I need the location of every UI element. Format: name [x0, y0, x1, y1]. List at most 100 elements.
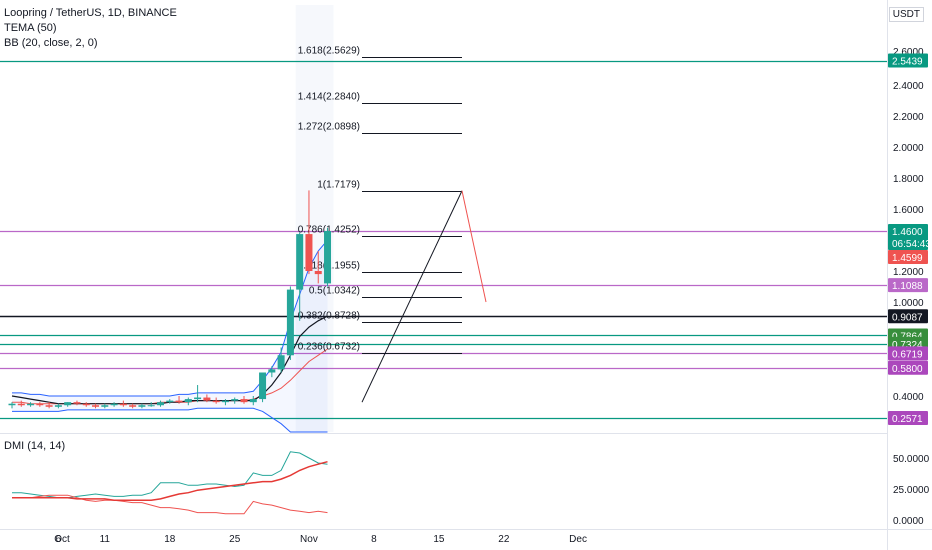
price-tick-label: 2.4000 [893, 81, 924, 92]
last-price-label: 1.4600 [892, 227, 923, 238]
bar-countdown-label: 06:54:43 [892, 239, 931, 250]
time-tick-label: 22 [498, 534, 510, 545]
close-price-tag-bg [888, 250, 928, 264]
candle-body [101, 405, 109, 407]
fib-level-label: 1.414(2.2840) [298, 92, 360, 103]
hline-price-tag-bg [888, 360, 928, 375]
hline-price-tag-bg [888, 309, 928, 324]
fib-level-label: 1(1.7179) [317, 180, 360, 191]
bb-lower-line [12, 407, 328, 433]
candle-body [184, 399, 192, 403]
fib-level-label: 1.618(2.5629) [298, 46, 360, 57]
candle-body [221, 400, 229, 403]
candle-body [119, 403, 127, 406]
time-tick-label: 8 [371, 534, 377, 545]
dmi-tick-label: 50.0000 [893, 454, 930, 465]
candle-body [240, 399, 248, 403]
price-tick-label: 1.2000 [893, 267, 924, 278]
fib-level-label: 0.786(1.4252) [298, 225, 360, 236]
price-tick-label: 2.0000 [893, 143, 924, 154]
candle-body [129, 405, 137, 407]
time-tick-label: 25 [229, 534, 241, 545]
candle-body [27, 403, 35, 406]
fib-level-label: 1.272(2.0898) [298, 122, 360, 133]
fib-level-label: 0.236(0.6732) [298, 342, 360, 353]
time-tick-label: 11 [100, 534, 111, 545]
candle-body [17, 403, 25, 406]
candle-body [36, 403, 44, 406]
candle-body [314, 271, 322, 275]
dmi-tick-label: 25.0000 [893, 485, 930, 496]
candle-body [64, 402, 72, 406]
fib-trend-line [361, 190, 463, 403]
fib-retrace-line [461, 190, 487, 303]
fib-level-label: 0.382(0.8728) [298, 311, 360, 322]
hline-price-tag: 1.1088 [892, 281, 923, 292]
candle-body [138, 405, 146, 407]
candle-body [249, 399, 257, 403]
candle-body [147, 405, 155, 407]
hline-price-tag-bg [888, 411, 928, 425]
candle-body [286, 289, 294, 356]
tema-legend[interactable]: TEMA (50) [4, 22, 57, 34]
hline-price-tag-bg [888, 346, 928, 361]
time-tick-label: Nov [300, 534, 318, 545]
time-tick-label: Oct [54, 534, 70, 545]
price-tick-label: 2.2000 [893, 112, 924, 123]
candle-body [73, 402, 81, 404]
candle-body [54, 405, 62, 407]
candle-body [212, 400, 220, 403]
candles [8, 190, 332, 409]
candle-body [268, 369, 276, 373]
bb-upper-line [12, 239, 328, 397]
price-tick-label: 1.8000 [893, 174, 924, 185]
session-shade [295, 5, 334, 432]
price-axis[interactable]: 2.6000 2.4000 2.2000 2.0000 1.8000 1.6000 1.20… [888, 47, 931, 527]
time-tick-label: 15 [433, 534, 445, 545]
candle-body [277, 355, 285, 370]
hline-price-tag-bg [888, 53, 928, 68]
price-tick-label: 1.0000 [893, 298, 924, 309]
candle-body [156, 402, 164, 406]
hline-price-tag-bg [888, 278, 928, 293]
price-tick-label: 2.6000 [893, 47, 924, 58]
hline-price-tag: 0.9087 [892, 312, 923, 323]
candle-body [296, 234, 304, 290]
candle-body [305, 234, 313, 271]
candle-body [231, 399, 239, 401]
last-price-tag-bg [888, 224, 928, 250]
candle-body [175, 400, 183, 403]
candle-body [259, 372, 267, 400]
candle-body [194, 397, 202, 400]
candle-body [166, 400, 174, 403]
candle-body [8, 403, 16, 406]
currency-label: USDT [888, 7, 924, 22]
candle-body [45, 405, 53, 407]
hline-price-tag: 0.2571 [892, 414, 923, 425]
dmi-pane [12, 451, 328, 515]
candle-body [324, 231, 332, 284]
fib-level-label: 0.5(1.0342) [309, 286, 360, 297]
candle-body [203, 397, 211, 401]
dmi-minus-line [12, 494, 328, 515]
price-tick-label: 0.4000 [893, 392, 924, 403]
candle-body [82, 403, 90, 406]
adx-line [12, 460, 328, 501]
dmi-legend[interactable]: DMI (14, 14) [4, 440, 66, 452]
time-tick-label: 18 [164, 534, 176, 545]
bb-legend[interactable]: BB (20, close, 2, 0) [4, 37, 98, 49]
candle-body [92, 405, 100, 407]
close-price-tag: 1.4599 [892, 253, 923, 264]
hline-price-tag: 2.5439 [892, 57, 923, 68]
hline-price-tag: 0.6719 [892, 349, 923, 360]
hline-price-tag: 0.7324 [892, 340, 923, 351]
dmi-tick-label: 0.0000 [893, 516, 924, 527]
symbol-legend[interactable]: Loopring / TetherUS, 1D, BINANCE [4, 7, 177, 19]
candle-body [110, 403, 118, 406]
price-tick-label: 1.6000 [893, 205, 924, 216]
hline-price-tag: 0.5800 [892, 364, 923, 375]
